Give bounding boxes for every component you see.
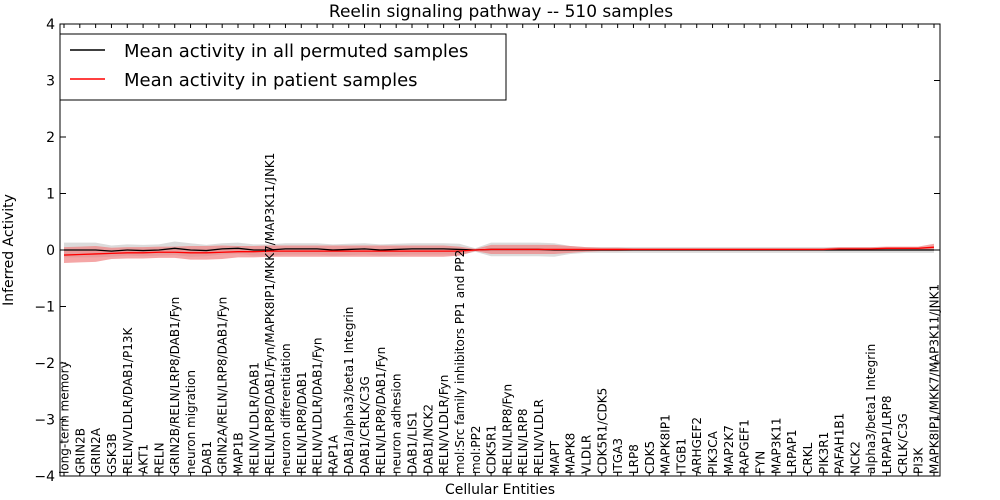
legend-label-patient: Mean activity in patient samples xyxy=(124,70,418,91)
y-tick-label: −1 xyxy=(34,300,55,316)
x-tick-label: MAP2K7 xyxy=(722,425,736,474)
x-tick-label: ARHGEF2 xyxy=(690,417,704,474)
y-tick-label: −2 xyxy=(34,356,55,372)
x-tick-label: VLDLR xyxy=(580,435,594,474)
x-tick-label: MAPK8IP1 xyxy=(659,414,673,474)
x-tick-label: ITGB1 xyxy=(674,438,688,474)
x-tick-label: PI3K xyxy=(912,447,926,474)
chart-title: Reelin signaling pathway -- 510 samples xyxy=(329,2,673,22)
x-tick-label: RELN/VLDLR/DAB1/P13K xyxy=(121,327,135,474)
x-tick-label: MAPT xyxy=(548,440,562,474)
x-tick-label: MAPK8 xyxy=(564,433,578,474)
x-tick-label: CRKL xyxy=(801,442,815,474)
x-axis-label: Cellular Entities xyxy=(445,482,555,498)
series-line-patient xyxy=(63,246,935,256)
x-tick-label: MAPK8IP1/MKK7/MAP3K11/JNK1 xyxy=(928,284,942,474)
y-tick-label: 0 xyxy=(46,243,55,259)
x-tick-label: RELN/LRP8/Fyn xyxy=(500,384,514,474)
x-tick-label: PIK3R1 xyxy=(817,432,831,474)
x-tick-label: LRP8 xyxy=(627,444,641,474)
x-tick-label: RAPGEF1 xyxy=(738,419,752,474)
x-tick-label: MAP3K11 xyxy=(769,417,783,474)
x-tick-label: RELN/LRP8 xyxy=(516,408,530,474)
x-tick-label: GRIN2B/RELN/LRP8/DAB1/Fyn xyxy=(168,297,182,474)
x-tick-label: AKT1 xyxy=(137,444,151,474)
y-tick-label: −3 xyxy=(34,413,55,429)
x-tick-label: GRIN2B xyxy=(73,428,87,474)
x-tick-label: RELN/LRP8/DAB1 xyxy=(295,371,309,474)
x-tick-label: neuron migration xyxy=(184,370,198,474)
x-tick-label: GSK3B xyxy=(105,433,119,474)
axes-frame xyxy=(59,23,941,477)
x-tick-label: DAB1/NCK2 xyxy=(421,404,435,474)
x-tick-label: neuron differentiation xyxy=(279,343,293,474)
x-tick-label: alpha3/beta1 Integrin xyxy=(864,344,878,474)
x-tick-label: mol:Src family inhibitors PP1 and PP2 xyxy=(453,250,467,474)
x-tick-label: GRIN2A/RELN/LRP8/DAB1/Fyn xyxy=(216,297,230,474)
x-tick-label: RELN/VLDLR/DAB1/Fyn xyxy=(311,338,325,474)
x-tick-label: CRLK/C3G xyxy=(896,413,910,474)
x-tick-label: CDK5R1/CDK5 xyxy=(595,388,609,474)
x-tick-label: PAFAH1B1 xyxy=(833,413,847,474)
x-tick-label: long-term memory xyxy=(58,361,72,474)
x-tick-label: RELN/LRP8/DAB1/Fyn/MAPK8IP1/MKK7/MAP3K11… xyxy=(263,153,277,474)
legend-box xyxy=(59,33,507,101)
y-tick-label: 2 xyxy=(46,130,55,146)
x-tick-label: GRIN2A xyxy=(89,427,103,474)
x-tick-label: mol:PP2 xyxy=(469,425,483,474)
x-tick-label: RELN/VLDLR/DAB1 xyxy=(247,362,261,474)
y-tick-label: 3 xyxy=(46,74,55,90)
y-tick-label: 4 xyxy=(46,17,55,33)
y-tick-label: 1 xyxy=(46,187,55,203)
x-tick-label: LRPAP1 xyxy=(785,429,799,474)
x-tick-label: NCK2 xyxy=(848,441,862,474)
y-axis-label: Inferred Activity xyxy=(1,194,17,306)
x-tick-label: ITGA3 xyxy=(611,438,625,474)
y-tick-label: −4 xyxy=(34,469,55,485)
x-tick-label: LRPAP1/LRP8 xyxy=(880,395,894,474)
x-tick-label: PIK3CA xyxy=(706,430,720,474)
x-tick-label: DAB1/LIS1 xyxy=(406,411,420,474)
x-tick-label: MAP1B xyxy=(232,432,246,474)
legend-label-permuted: Mean activity in all permuted samples xyxy=(124,41,468,62)
x-tick-label: RAP1A xyxy=(326,434,340,474)
x-tick-label: RELN/VLDLR/Fyn xyxy=(437,375,451,474)
x-tick-label: DAB1/alpha3/beta1 Integrin xyxy=(342,307,356,474)
x-tick-label: RELN xyxy=(152,442,166,474)
x-tick-label: DAB1 xyxy=(200,441,214,474)
x-tick-label: RELN/VLDLR xyxy=(532,399,546,474)
x-tick-label: CDK5 xyxy=(643,441,657,474)
x-tick-label: FYN xyxy=(754,451,768,474)
x-tick-label: CDK5R1 xyxy=(485,425,499,474)
x-tick-label: DAB1/CRLK/C3G xyxy=(358,376,372,474)
legend: Mean activity in all permuted samples Me… xyxy=(59,33,507,101)
x-tick-label: RELN/LRP8/DAB1/Fyn xyxy=(374,347,388,474)
x-tick-label: neuron adhesion xyxy=(390,373,404,474)
